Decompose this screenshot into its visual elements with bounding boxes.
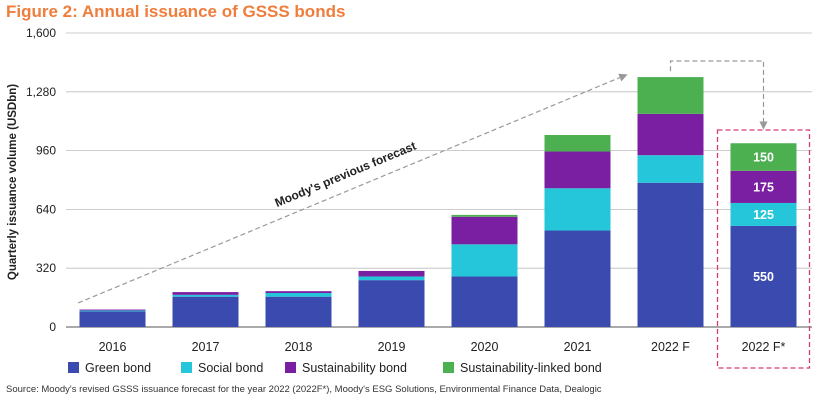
data-label: 125 bbox=[753, 208, 774, 222]
bar-segment bbox=[358, 276, 425, 281]
forecast-highlight-box bbox=[716, 129, 811, 369]
forecast-annotation: Moody's previous forecast bbox=[273, 139, 418, 210]
bar-segment bbox=[451, 244, 518, 277]
forecast-arrow bbox=[77, 73, 628, 304]
y-axis-label: Quarterly issuance volume (USDbn) bbox=[7, 84, 19, 280]
legend-label: Green bond bbox=[85, 361, 151, 375]
bar-segment bbox=[172, 294, 239, 297]
bar-segment bbox=[451, 276, 518, 327]
x-tick-label: 2022 F bbox=[651, 340, 690, 354]
bar-segment bbox=[730, 225, 797, 327]
x-tick-label: 2016 bbox=[99, 340, 127, 354]
legend-label: Sustainability-linked bond bbox=[460, 361, 602, 375]
bar-segment bbox=[637, 155, 704, 183]
bar-segment bbox=[730, 170, 797, 203]
bar-segment bbox=[637, 182, 704, 327]
data-label: 150 bbox=[753, 151, 774, 165]
y-tick-label: 960 bbox=[36, 144, 56, 158]
bar-segment bbox=[79, 309, 146, 311]
bar-segment bbox=[544, 134, 611, 152]
data-label: 550 bbox=[753, 270, 774, 284]
bar-segment bbox=[172, 296, 239, 327]
y-tick-label: 1,600 bbox=[26, 26, 56, 40]
legend-swatch bbox=[285, 362, 296, 373]
bar-segment bbox=[79, 311, 146, 327]
y-tick-label: 640 bbox=[36, 202, 56, 216]
bar-segment bbox=[79, 310, 146, 312]
bar-segment bbox=[544, 188, 611, 231]
x-tick-label: 2021 bbox=[564, 340, 592, 354]
bar-segment bbox=[730, 143, 797, 171]
x-tick-label: 2020 bbox=[471, 340, 499, 354]
y-tick-label: 1,280 bbox=[26, 85, 56, 99]
legend-swatch bbox=[443, 362, 454, 373]
bar-segment bbox=[730, 202, 797, 226]
x-tick-label: 2017 bbox=[192, 340, 220, 354]
x-tick-label: 2018 bbox=[285, 340, 313, 354]
legend-swatch bbox=[181, 362, 192, 373]
data-label: 175 bbox=[753, 180, 774, 194]
bar-segment bbox=[265, 291, 332, 294]
x-tick-label: 2022 F* bbox=[742, 340, 786, 354]
legend-label: Social bond bbox=[198, 361, 263, 375]
bar-segment bbox=[265, 293, 332, 297]
bar-segment bbox=[358, 280, 425, 327]
bar-segment bbox=[637, 77, 704, 114]
revision-arrow bbox=[669, 60, 768, 130]
bar-segment bbox=[451, 214, 518, 217]
bar-segment bbox=[637, 113, 704, 156]
bar-segment bbox=[451, 216, 518, 245]
y-tick-label: 320 bbox=[36, 261, 56, 275]
x-tick-label: 2019 bbox=[378, 340, 406, 354]
legend-label: Sustainability bond bbox=[302, 361, 407, 375]
y-tick-label: 0 bbox=[49, 320, 56, 334]
bar-segment bbox=[265, 296, 332, 327]
bar-segment bbox=[358, 270, 425, 277]
legend-swatch bbox=[68, 362, 79, 373]
bar-segment bbox=[172, 292, 239, 295]
source-note: Source: Moody's revised GSSS issuance fo… bbox=[6, 384, 602, 395]
chart-title: Figure 2: Annual issuance of GSSS bonds bbox=[6, 2, 346, 21]
bar-segment bbox=[544, 151, 611, 189]
bar-segment bbox=[544, 230, 611, 327]
